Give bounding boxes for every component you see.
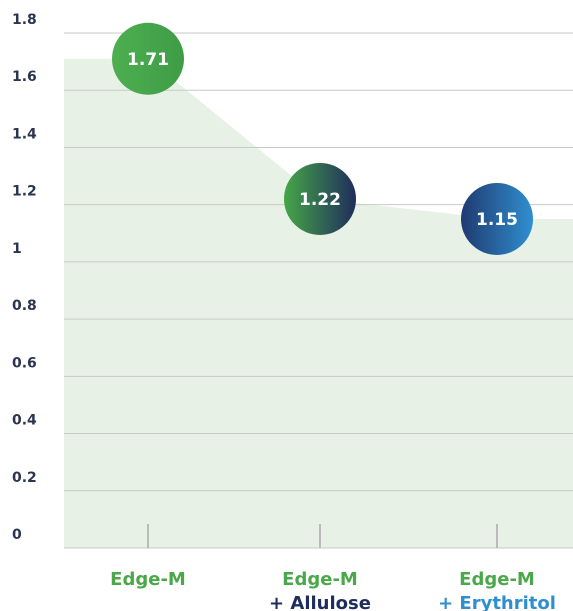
value-label: 1.15 [476,210,518,230]
x-tick-label: Edge-M [459,569,535,590]
y-tick-label: 0.2 [12,470,37,486]
value-label: 1.22 [299,190,341,210]
y-tick-label: 1 [12,241,22,257]
y-tick-label: 1.6 [12,69,37,85]
y-tick-label: 0.6 [12,355,37,371]
y-tick-label: 1.2 [12,184,37,200]
y-tick-label: 0.4 [12,413,37,429]
y-tick-label: 1.8 [12,12,37,28]
area [64,58,573,548]
x-tick-label: + Allulose [269,593,371,611]
marker [461,182,533,255]
value-label: 1.71 [127,50,169,70]
y-tick-label: 0.8 [12,298,37,314]
marker [112,22,184,95]
y-tick-label: 1.4 [12,126,37,142]
y-tick-label: 0 [12,527,22,543]
x-tick-label: Edge-M [110,569,186,590]
x-tick-label: + Erythritol [438,593,556,611]
x-tick-label: Edge-M [282,569,358,590]
marker [284,162,356,235]
